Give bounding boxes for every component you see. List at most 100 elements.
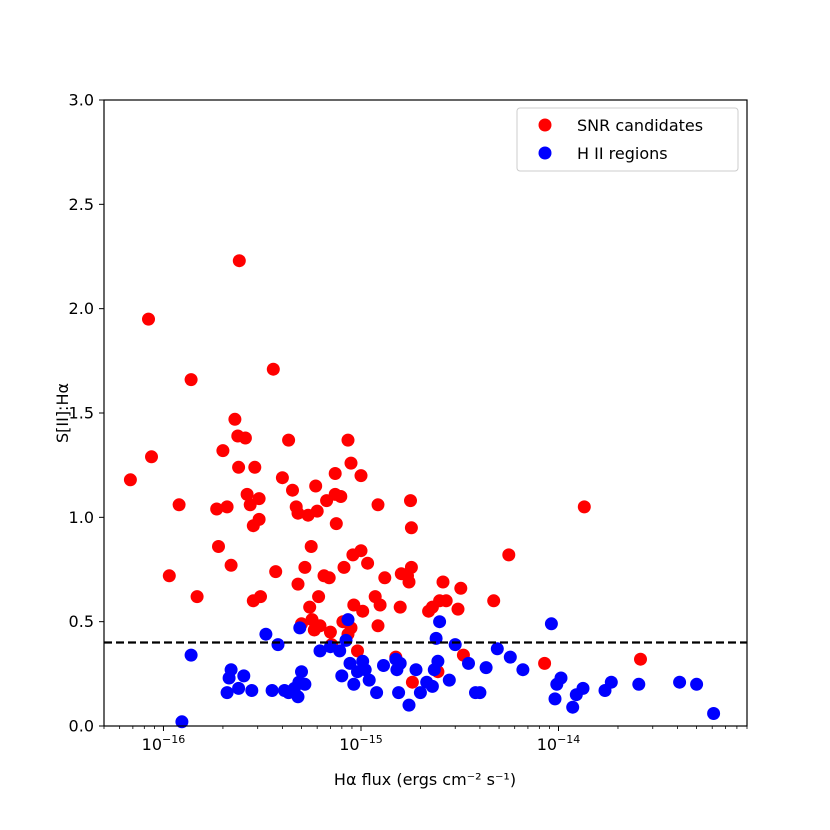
- snr-point-40: [309, 479, 323, 493]
- snr-point-77: [404, 521, 418, 535]
- hii-point-8: [259, 627, 273, 641]
- snr-point-84: [436, 575, 450, 589]
- y-tick-label-2: 1.0: [69, 508, 94, 527]
- snr-point-62: [354, 469, 368, 483]
- snr-point-10: [220, 500, 234, 514]
- legend-box: [516, 107, 739, 172]
- y-axis-label: S[II]:Hα: [53, 383, 72, 443]
- hii-point-6: [237, 669, 251, 683]
- snr-point-8: [212, 540, 225, 553]
- hii-point-61: [576, 681, 590, 695]
- snr-point-46: [322, 571, 336, 585]
- hii-point-63: [604, 675, 618, 689]
- snr-point-23: [252, 512, 266, 526]
- snr-point-2: [145, 450, 158, 464]
- snr-point-20: [248, 460, 262, 474]
- hii-point-67: [707, 707, 721, 720]
- snr-point-78: [404, 560, 418, 574]
- snr-point-65: [361, 556, 375, 570]
- snr-point-91: [538, 656, 552, 670]
- hii-point-45: [433, 615, 447, 629]
- y-tick-label-0: 0.0: [69, 717, 94, 736]
- snr-point-1: [142, 312, 155, 326]
- snr-point-72: [393, 600, 407, 614]
- hii-point-2: [220, 686, 234, 700]
- snr-point-86: [451, 602, 465, 616]
- snr-point-69: [373, 598, 387, 612]
- hii-point-24: [341, 613, 355, 627]
- y-tick-label-4: 2.0: [69, 299, 94, 318]
- snr-point-16: [238, 431, 252, 445]
- hii-point-52: [490, 642, 504, 656]
- snr-point-0: [123, 473, 137, 487]
- data-points: [123, 254, 721, 729]
- y-tick-label-1: 0.5: [69, 612, 94, 631]
- hii-point-14: [291, 690, 305, 704]
- hii-point-5: [232, 681, 246, 695]
- hii-point-31: [370, 686, 384, 700]
- snr-point-26: [269, 565, 283, 579]
- hii-point-48: [462, 656, 475, 670]
- snr-point-92: [577, 500, 591, 514]
- snr-point-87: [454, 581, 468, 595]
- hii-point-26: [347, 677, 361, 691]
- snr-point-37: [304, 540, 318, 553]
- hii-point-7: [245, 684, 259, 697]
- hii-point-32: [377, 659, 390, 672]
- snr-point-41: [310, 504, 324, 518]
- snr-point-56: [344, 456, 358, 470]
- snr-point-36: [303, 600, 317, 614]
- snr-point-22: [252, 492, 266, 506]
- hii-point-55: [544, 617, 558, 631]
- snr-point-49: [328, 467, 342, 480]
- snr-point-67: [371, 619, 385, 633]
- snr-point-6: [190, 590, 204, 604]
- snr-point-75: [402, 575, 416, 589]
- hii-point-4: [224, 663, 238, 677]
- snr-point-43: [313, 619, 327, 633]
- legend-label-hii: H II regions: [577, 144, 668, 163]
- axis-ticks: 0.0 0.5 1.0 1.5 2.0 2.5 3.0 10−16 10−15 10−14: [69, 91, 748, 754]
- snr-point-29: [286, 483, 299, 497]
- snr-point-14: [232, 460, 246, 474]
- hii-point-0: [175, 715, 189, 729]
- snr-point-5: [184, 373, 198, 387]
- snr-point-63: [354, 544, 368, 558]
- snr-point-11: [224, 558, 238, 572]
- snr-point-32: [291, 577, 305, 591]
- snr-point-93: [634, 652, 647, 666]
- hii-point-53: [503, 650, 517, 664]
- hii-point-44: [431, 654, 445, 668]
- snr-point-70: [378, 571, 392, 585]
- snr-point-28: [282, 433, 296, 447]
- snr-point-90: [502, 548, 516, 562]
- hii-point-50: [473, 686, 487, 700]
- legend-marker-snr: [538, 118, 552, 132]
- snr-point-68: [371, 498, 385, 512]
- x-tick-label-0: 10−16: [142, 733, 186, 754]
- plot-frame: [103, 99, 748, 727]
- hii-point-35: [392, 686, 406, 700]
- hii-point-64: [632, 677, 646, 691]
- legend: SNR candidates H II regions: [516, 107, 739, 172]
- snr-point-51: [329, 517, 343, 531]
- x-tick-label-1: 10−15: [339, 733, 383, 754]
- hii-point-46: [442, 673, 456, 687]
- hii-point-22: [335, 669, 349, 683]
- snr-point-3: [162, 569, 176, 583]
- snr-point-85: [439, 594, 453, 608]
- hii-point-65: [673, 675, 687, 689]
- hii-point-47: [448, 638, 462, 652]
- snr-point-42: [312, 590, 326, 604]
- hii-point-30: [362, 673, 376, 687]
- snr-point-34: [298, 560, 312, 574]
- hii-point-58: [554, 671, 568, 685]
- x-tick-label-2: 10−14: [537, 733, 581, 754]
- snr-point-89: [487, 594, 501, 608]
- snr-point-47: [323, 625, 337, 639]
- snr-point-7: [210, 502, 224, 516]
- hii-point-39: [413, 686, 427, 700]
- hii-point-18: [298, 677, 312, 691]
- hii-point-9: [265, 684, 279, 697]
